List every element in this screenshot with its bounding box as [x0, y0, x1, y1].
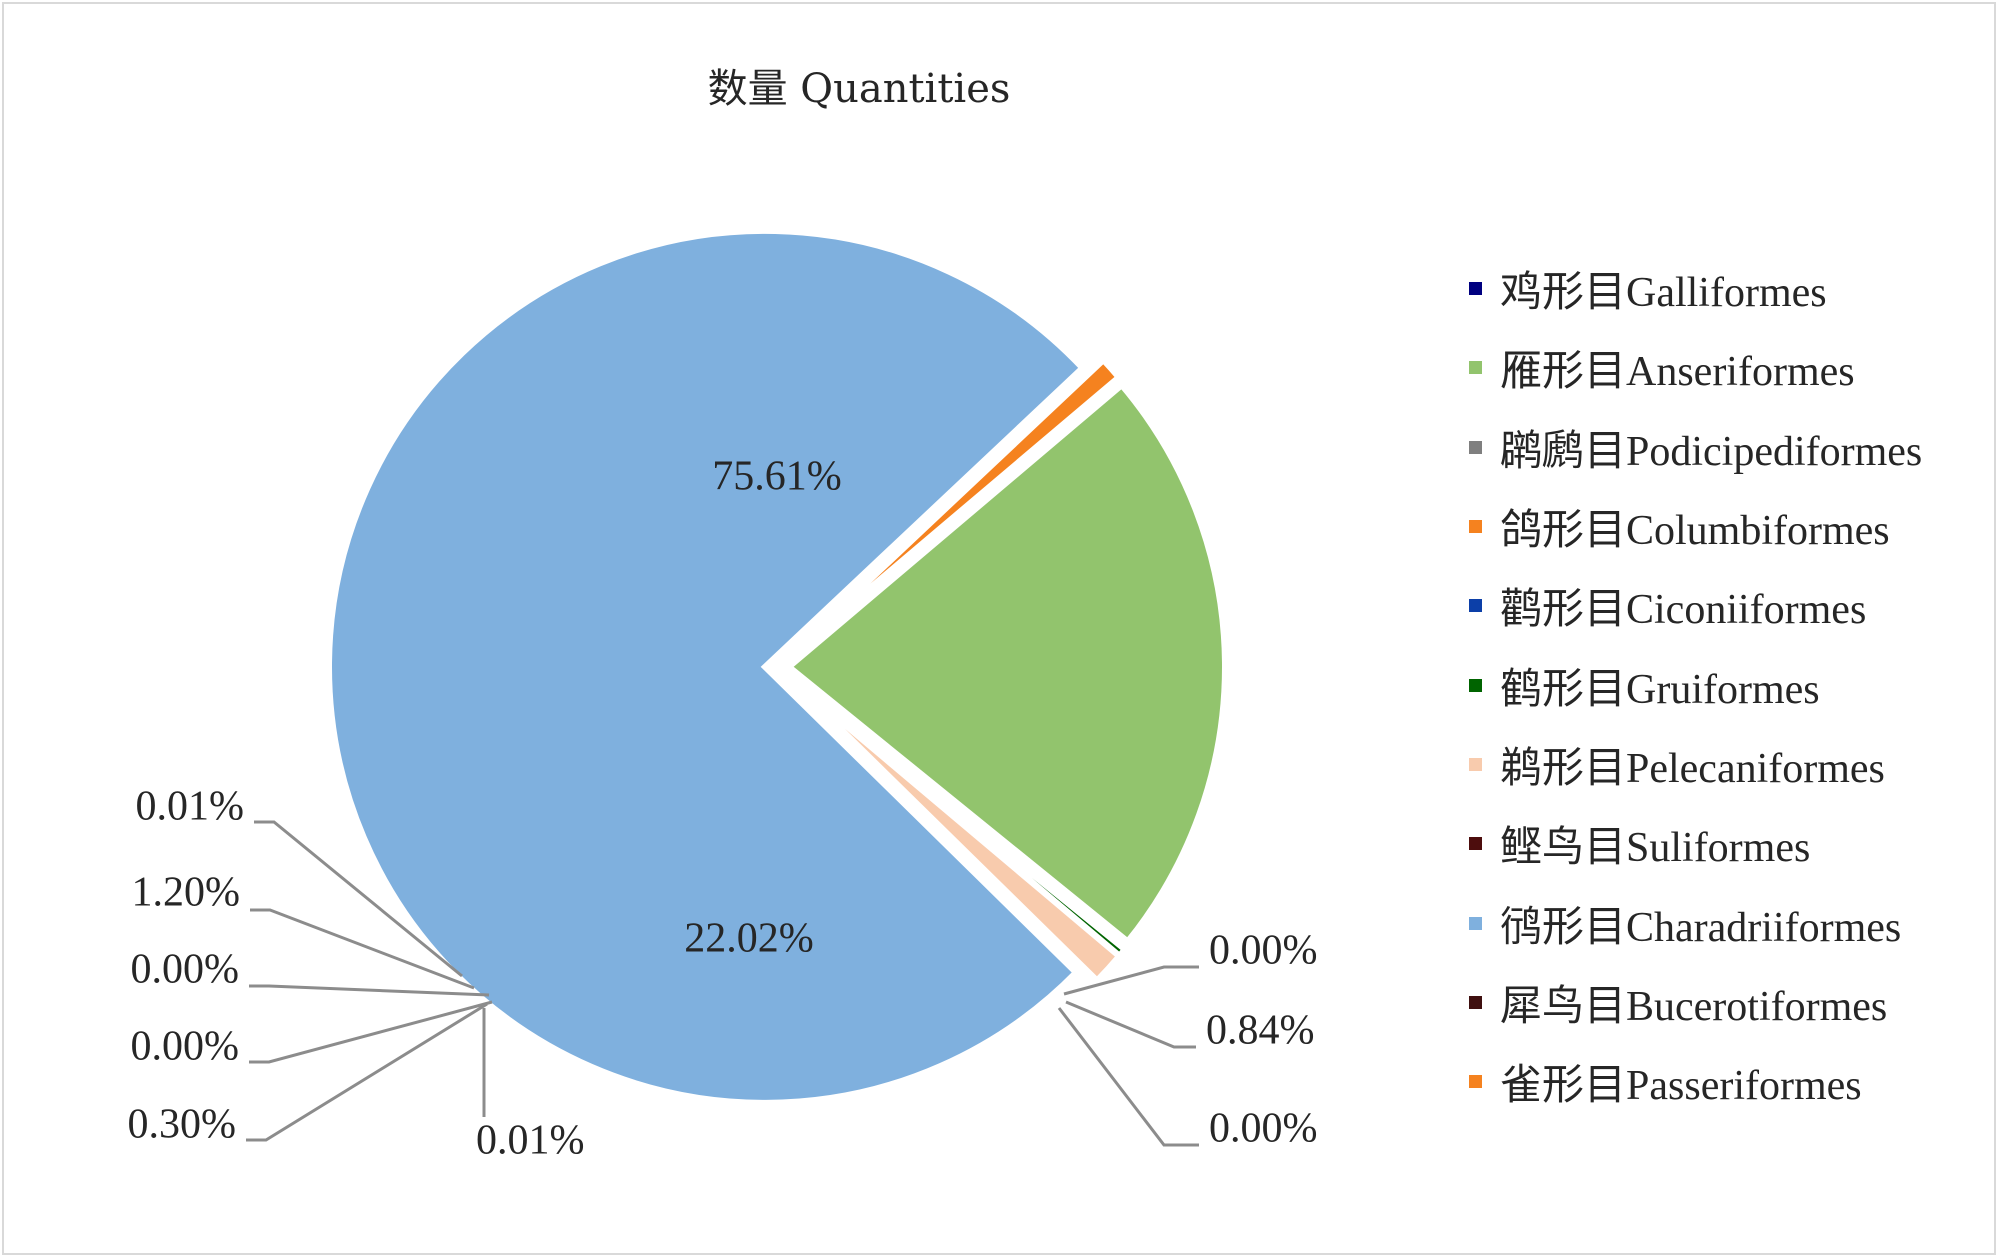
data-label-2: 0.01% [136, 784, 245, 830]
legend-swatch [1469, 757, 1482, 771]
leader-line-4 [249, 1000, 493, 1064]
legend-item: 鸻形目Charadriiformes [1469, 883, 1922, 962]
legend-label: 犀鸟目Bucerotiformes [1500, 983, 1888, 1030]
legend-item: 雀形目Passeriformes [1469, 1042, 1922, 1121]
legend-item: 鹈形目Pelecaniformes [1469, 725, 1922, 804]
legend-item: 鹳形目Ciconiiformes [1469, 566, 1922, 645]
leader-line-5 [246, 1002, 488, 1142]
legend-item: 鹤形目Gruiformes [1469, 645, 1922, 724]
legend-item: 鸡形目Galliformes [1469, 249, 1922, 328]
legend-label: 鸡形目Galliformes [1500, 270, 1827, 317]
legend-swatch [1469, 1075, 1482, 1089]
pie-slice-1 [784, 380, 1228, 946]
chart-title: 数量 Quantities [707, 66, 1011, 112]
legend-label: 鹳形目Ciconiiformes [1500, 587, 1867, 634]
pie-slice-10 [783, 355, 1123, 662]
legend-swatch [1469, 520, 1482, 534]
data-label-10: 0.84% [1206, 1008, 1315, 1054]
legend-swatch [1469, 440, 1482, 454]
legend-item: 雁形目Anseriformes [1469, 328, 1922, 407]
leader-line-3 [1057, 1007, 1199, 1147]
legend-swatch [1469, 599, 1482, 613]
legend-label: 雁形目Anseriformes [1500, 349, 1855, 396]
legend-swatch [1469, 282, 1482, 296]
legend-label: 鹈形目Pelecaniformes [1500, 745, 1885, 792]
pie-chart: 0.00% 22.02% 0.01% 0.00% 0.00% 0.30% 1.20% 0.01… [128, 227, 1318, 1164]
data-label-7: 0.01% [476, 1118, 585, 1164]
pie-slice-8 [326, 227, 1087, 1106]
leader-line-6 [250, 908, 475, 990]
legend-label: 鸽形目Columbiformes [1500, 508, 1890, 555]
leader-line-2 [254, 820, 463, 978]
legend-label: 䴙䴘目Podicipediformes [1500, 428, 1923, 475]
legend-item: 犀鸟目Bucerotiformes [1469, 963, 1922, 1042]
legend-swatch [1469, 995, 1482, 1009]
legend-item: 䴙䴘目Podicipediformes [1469, 408, 1922, 487]
leader-line-10 [1065, 1000, 1196, 1049]
legend-swatch [1469, 837, 1482, 851]
legend-swatch [1469, 361, 1482, 375]
data-label-6: 1.20% [132, 870, 241, 916]
data-label-1: 22.02% [684, 916, 814, 962]
legend-item: 鲣鸟目Suliformes [1469, 804, 1922, 883]
leader-line-0 [1063, 965, 1199, 996]
legend-label: 鸻形目Charadriiformes [1500, 904, 1902, 951]
data-label-9: 0.00% [131, 947, 240, 993]
legend-label: 鹤形目Gruiformes [1500, 666, 1820, 713]
legend-swatch [1469, 916, 1482, 930]
legend-label: 鲣鸟目Suliformes [1500, 825, 1811, 872]
data-label-3: 0.00% [1209, 1106, 1318, 1152]
legend: 鸡形目Galliformes 雁形目Anseriformes 䴙䴘目Podicipe… [1469, 249, 1922, 1121]
legend-label: 雀形目Passeriformes [1500, 1063, 1862, 1110]
data-label-5: 0.30% [128, 1102, 237, 1148]
legend-item: 鸽形目Columbiformes [1469, 487, 1922, 566]
leader-line-9 [249, 984, 490, 997]
data-label-8: 75.61% [712, 454, 842, 500]
legend-swatch [1469, 678, 1482, 692]
data-label-0: 0.00% [1209, 928, 1318, 974]
data-label-4: 0.00% [131, 1024, 240, 1070]
pie-slice-2 [783, 673, 1101, 986]
